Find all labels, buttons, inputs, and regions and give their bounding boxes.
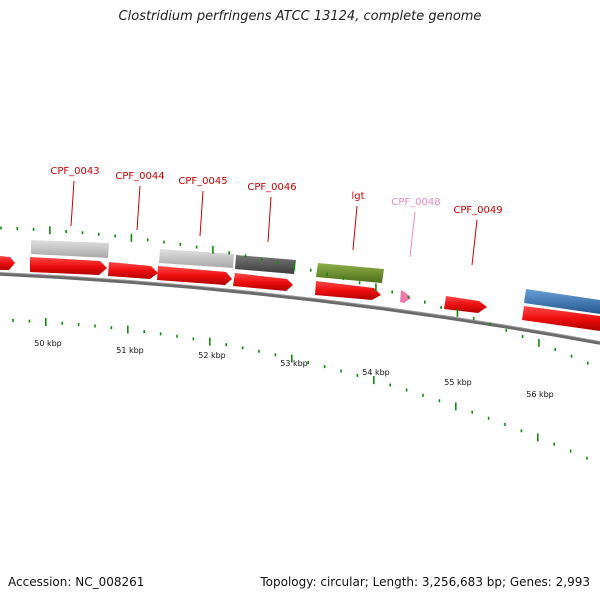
cds-arrow[interactable] — [522, 306, 600, 331]
accession-label: Accession: NC_008261 — [8, 575, 145, 589]
cds-arrow[interactable] — [157, 266, 232, 285]
gene-feature[interactable] — [316, 263, 384, 283]
cds-arrow[interactable] — [444, 296, 487, 313]
gene-leader-line — [352, 205, 358, 251]
gene-leader-line — [136, 185, 141, 231]
kbp-label: 55 kbp — [444, 378, 472, 387]
gene-feature[interactable] — [31, 240, 109, 258]
cds-arrow[interactable] — [30, 257, 107, 275]
cds-arrow[interactable] — [315, 281, 381, 300]
gene-label: lgt — [351, 191, 364, 202]
cds-arrow[interactable] — [233, 273, 293, 291]
gene-label: CPF_0043 — [50, 166, 99, 177]
genome-summary: Topology: circular; Length: 3,256,683 bp… — [260, 575, 590, 589]
gene-leader-line — [471, 219, 478, 266]
kbp-label: 56 kbp — [526, 390, 554, 399]
kbp-label: 54 kbp — [362, 368, 390, 377]
gene-feature[interactable] — [159, 249, 234, 268]
gene-feature[interactable] — [235, 255, 296, 274]
gene-leader-line — [267, 196, 272, 243]
gene-label: CPF_0048 — [391, 197, 440, 208]
gene-features — [31, 240, 600, 314]
gene-leader-line — [409, 211, 416, 258]
kbp-label: 53 kbp — [280, 359, 308, 368]
gene-label: CPF_0049 — [453, 205, 502, 216]
cds-arrow[interactable] — [108, 262, 158, 279]
gene-label: CPF_0046 — [247, 182, 296, 193]
kbp-label: 50 kbp — [34, 339, 62, 348]
gene-leader-line — [199, 190, 204, 237]
gene-leader-line — [70, 180, 75, 227]
kbp-label-layer: 50 kbp 51 kbp 52 kbp 53 kbp 54 kbp 55 kbp 56 k… — [34, 339, 554, 399]
kbp-label: 51 kbp — [116, 346, 144, 355]
tick-row-inner — [12, 318, 588, 460]
cds-arrow[interactable] — [0, 256, 15, 270]
kbp-label: 52 kbp — [198, 351, 226, 360]
cds-arrow[interactable] — [400, 290, 411, 303]
gene-feature[interactable] — [524, 289, 600, 314]
tick-row-outer — [0, 226, 589, 365]
cds-features — [0, 256, 600, 331]
genome-backbone — [0, 272, 600, 345]
gene-label: CPF_0045 — [178, 176, 227, 187]
map-title: Clostridium perfringens ATCC 13124, comp… — [118, 9, 482, 24]
gene-label: CPF_0044 — [115, 171, 164, 182]
